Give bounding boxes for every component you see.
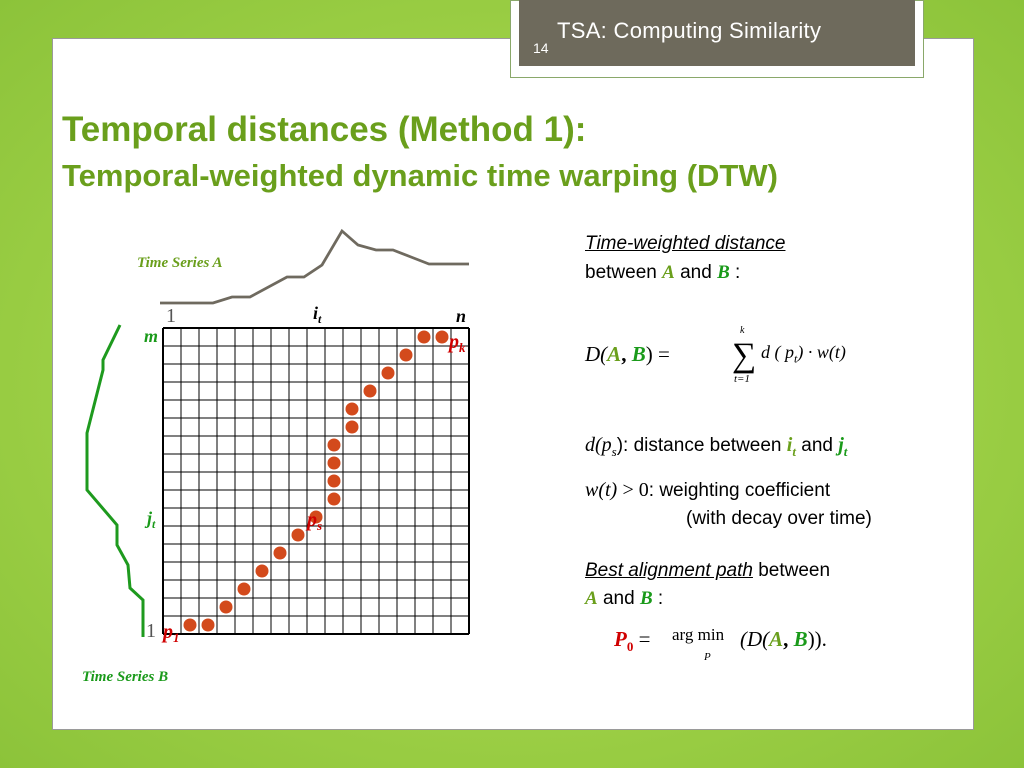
path-dot	[363, 384, 377, 398]
path-dot	[345, 402, 359, 416]
formula-argmin: arg min	[672, 625, 725, 644]
path-dot	[327, 438, 341, 452]
sum-bottom: t=1	[734, 373, 750, 385]
path-dot	[435, 330, 449, 344]
alignment-path-dots	[183, 330, 449, 632]
slide-title: TSA: Computing Similarity	[557, 18, 822, 43]
time-series-b-line	[85, 324, 145, 637]
path-dot	[291, 528, 305, 542]
path-dot	[273, 546, 287, 560]
bap-line2: A and B :	[585, 588, 664, 609]
formula-sum-body: d ( pt) · w(t)	[761, 342, 846, 366]
sum-top-k: k	[740, 325, 745, 336]
path-dot	[417, 330, 431, 344]
label-one-top: 1	[166, 305, 176, 327]
wt-line2: (with decay over time)	[686, 508, 872, 529]
sum-sigma: ∑	[732, 337, 756, 374]
series-b-label: Time Series B	[82, 669, 168, 685]
title-tab: 14 TSA: Computing Similarity	[519, 0, 915, 66]
path-dot	[183, 618, 197, 632]
label-jt: jt	[144, 508, 156, 531]
heading-line1: Temporal distances (Method 1):	[62, 110, 587, 149]
twd-between-line: between A and B :	[585, 262, 741, 283]
slide-number: 14	[533, 40, 549, 56]
time-series-a-line	[160, 228, 469, 305]
label-ps: ps	[305, 509, 322, 533]
path-dot	[255, 564, 269, 578]
wt-line: w(t) > 0: weighting coefficient	[585, 479, 831, 501]
path-dot	[201, 618, 215, 632]
path-dot	[381, 366, 395, 380]
formula-argmin-sub: P	[704, 651, 711, 663]
path-dot	[327, 474, 341, 488]
slide-panel	[52, 38, 974, 730]
path-dot	[327, 492, 341, 506]
warping-grid	[162, 327, 470, 635]
label-n: n	[456, 306, 466, 326]
path-dot	[219, 600, 233, 614]
heading-line2: Temporal-weighted dynamic time warping (…	[62, 158, 778, 193]
twd-title: Time-weighted distance	[585, 233, 786, 254]
formula-p0: P0 =	[614, 627, 651, 655]
path-dot	[237, 582, 251, 596]
label-m: m	[144, 326, 158, 346]
label-one-left: 1	[146, 620, 156, 642]
label-p1: p1	[161, 621, 180, 645]
dps-line: d(ps): distance between it and jt	[585, 434, 848, 459]
series-a-label: Time Series A	[137, 255, 223, 271]
path-dot	[345, 420, 359, 434]
formula-argmin-body: (D(A, B)).	[740, 627, 827, 651]
label-it: it	[313, 303, 322, 326]
label-pk: pk	[447, 331, 466, 355]
path-dot	[309, 510, 323, 524]
sum-symbol-group: k ∑ t=1	[732, 325, 756, 385]
bap-line: Best alignment path between	[585, 560, 831, 581]
formula-d: D(A, B) =	[585, 342, 670, 366]
path-dot	[327, 456, 341, 470]
path-dot	[399, 348, 413, 362]
